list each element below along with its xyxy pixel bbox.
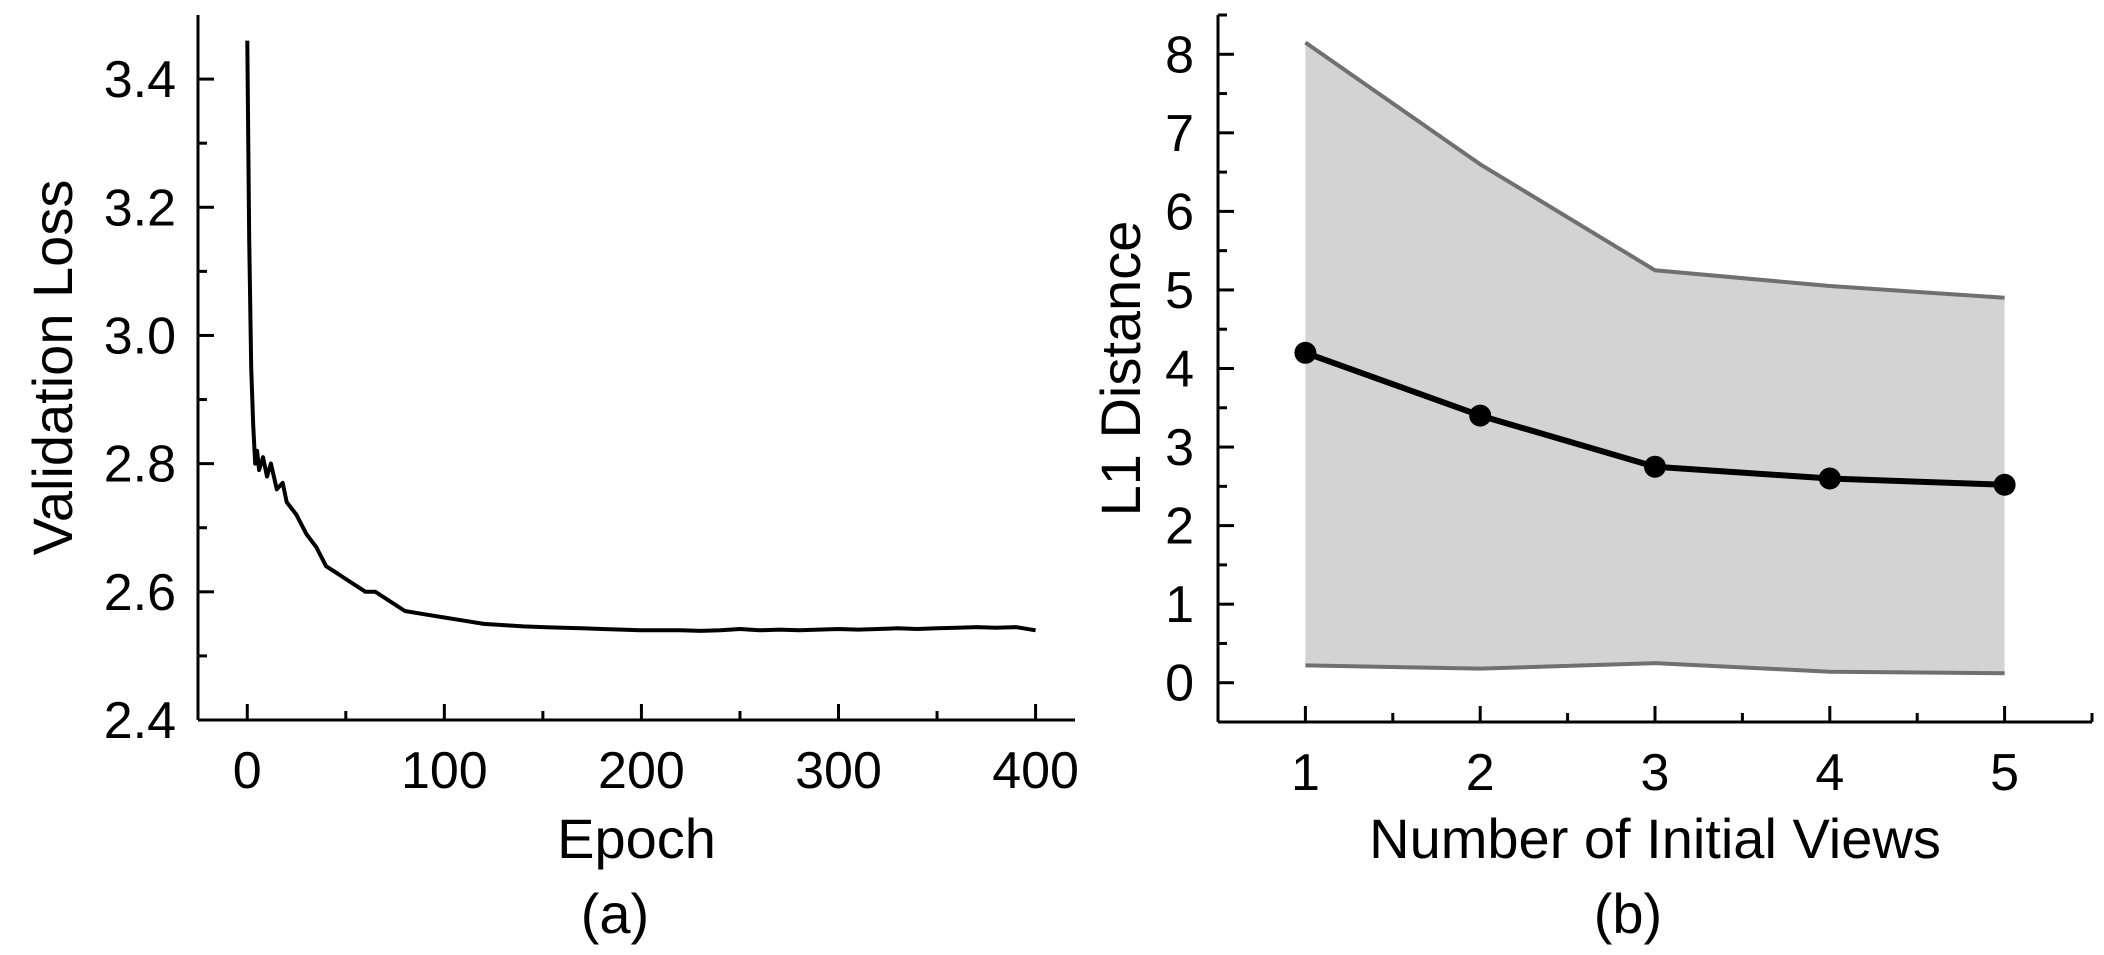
mean-point [1469,404,1492,427]
y-tick-label: 1 [1165,576,1194,634]
panel-label-b: (b) [1594,882,1662,945]
range-band [1305,42,2005,674]
y-axis-title: L1 Distance [1089,221,1152,517]
y-axis-title: Validation Loss [21,180,84,556]
y-tick-label: 2 [1165,498,1194,556]
mean-point [1644,455,1666,478]
x-tick-label: 4 [1815,744,1844,802]
mean-point [1294,341,1317,364]
upper-bound-line [1304,40,2005,300]
y-tick-label: 2.6 [104,564,176,622]
y-tick-label: 3.0 [104,307,176,365]
panel-a-chart: 2.4 2.6 2.8 3.0 3.2 3.4 0 100 200 300 400 Epoch Vali… [21,15,1079,945]
y-tick-label: 0 [1165,655,1194,713]
x-axis-title: Epoch [557,807,716,870]
x-tick-label: 3 [1641,744,1670,802]
mean-point [1993,473,2016,496]
x-tick-label: 1 [1291,744,1320,802]
y-tick-label: 2.4 [104,692,176,750]
y-tick-label: 8 [1165,26,1194,84]
x-tick-label: 400 [992,742,1079,800]
y-tick-label: 5 [1165,262,1194,320]
y-tick-label: 3.2 [104,179,176,237]
x-tick-label: 5 [1990,744,2019,802]
x-tick-label: 200 [598,742,685,800]
y-tick-label: 2.8 [104,436,176,494]
y-tick-label: 6 [1165,183,1194,241]
loss-curve [245,40,1036,633]
x-axis-title: Number of Initial Views [1369,807,1941,870]
x-tick-label: 100 [401,742,488,800]
panel-b-chart: 0 1 2 3 4 5 6 7 8 1 2 3 4 5 Number of Initial Views L1 … [1089,13,2094,945]
y-tick-label: 4 [1165,341,1194,399]
x-tick-label: 2 [1466,744,1495,802]
x-tick-label: 300 [795,742,882,800]
x-tick-label: 0 [233,742,262,800]
panel-label-a: (a) [581,882,649,945]
y-tick-label: 3.4 [104,51,176,109]
y-tick-label: 3 [1165,419,1194,477]
mean-point [1818,467,1841,490]
lower-bound-line [1305,661,2005,676]
y-tick-label: 7 [1165,105,1194,163]
